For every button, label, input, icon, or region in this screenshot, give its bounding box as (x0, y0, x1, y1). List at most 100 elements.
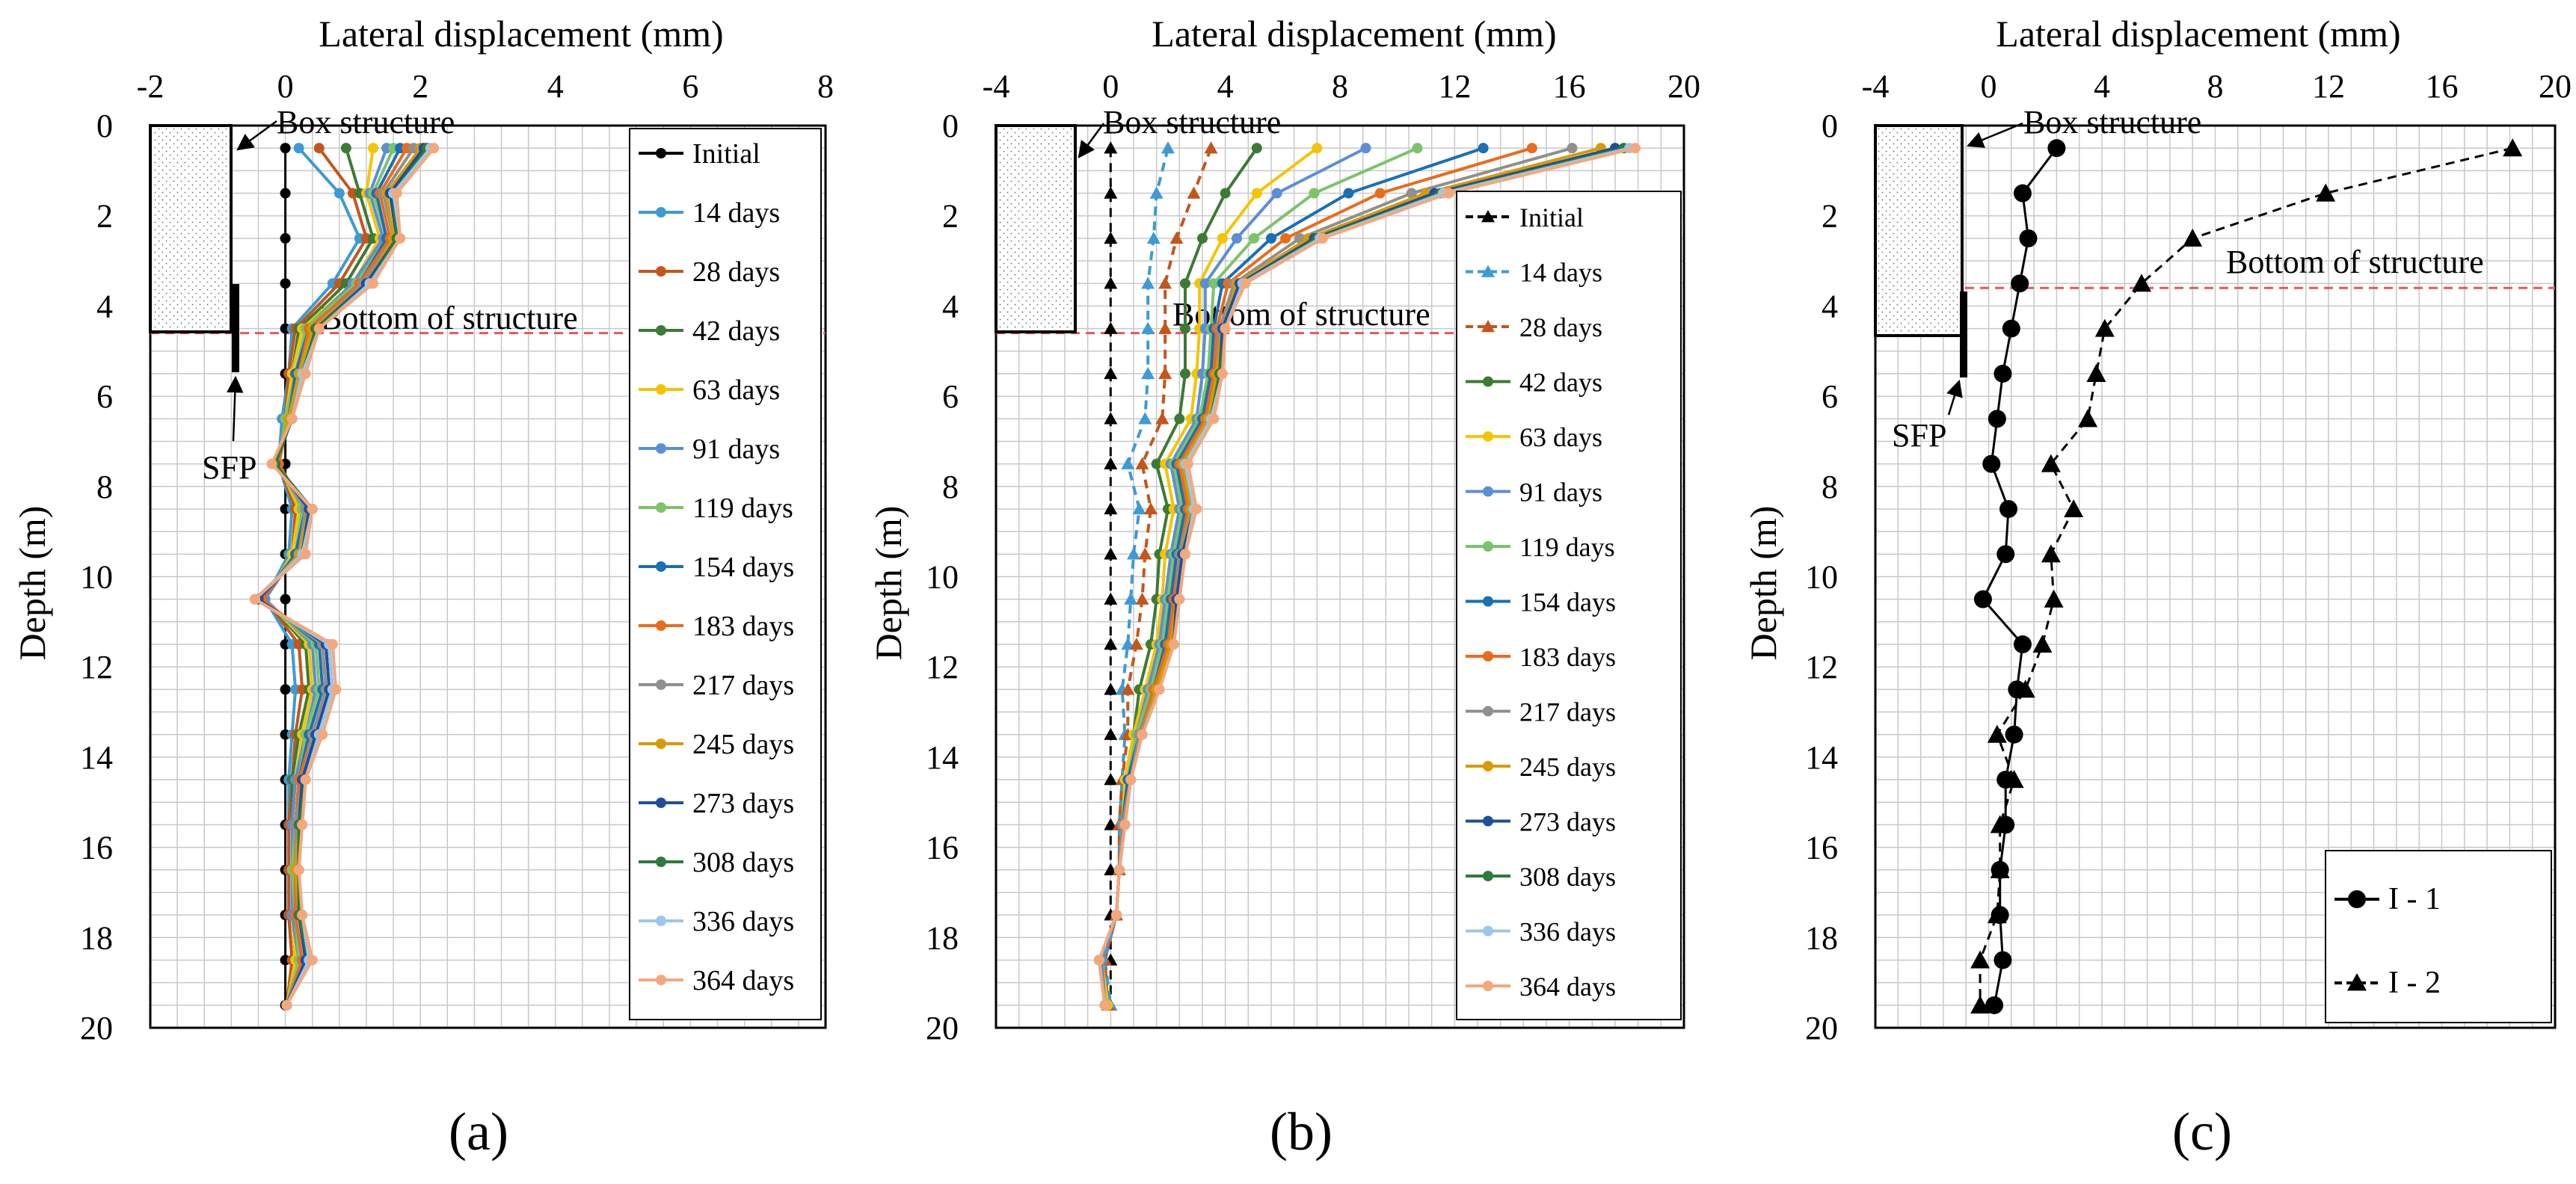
legend-swatch-marker (1483, 376, 1493, 387)
legend-swatch-marker (2347, 973, 2367, 991)
legend-swatch-marker (1483, 541, 1493, 552)
data-point (1121, 457, 1135, 469)
data-point (2002, 319, 2020, 338)
data-point (1104, 186, 1118, 199)
data-point (2047, 139, 2066, 158)
data-point (1406, 188, 1417, 199)
y-tick-label: 12 (926, 649, 959, 685)
legend-label: 183 days (1519, 642, 1616, 672)
sfp-pointer-c (1946, 379, 1963, 416)
data-point (1132, 502, 1146, 515)
data-point (1204, 141, 1218, 154)
data-point (2094, 318, 2115, 337)
panel-a-xlabel: Lateral displacement (mm) (319, 13, 723, 55)
y-tick-label: 14 (926, 739, 959, 776)
legend-label: 273 days (1519, 807, 1616, 837)
box-structure-label-a: Box structure (277, 104, 455, 141)
legend-frame (1456, 191, 1682, 1020)
legend-swatch-marker (1483, 706, 1493, 717)
data-point (1982, 454, 2001, 473)
data-point (1104, 818, 1118, 830)
panel-b-series (1094, 141, 1641, 1011)
data-point (367, 143, 378, 154)
data-point (1104, 321, 1118, 334)
data-point (1987, 724, 2007, 743)
y-tick-label: 10 (926, 559, 959, 596)
data-point (1220, 188, 1231, 199)
legend-swatch-marker (656, 266, 666, 277)
data-point (1138, 547, 1152, 560)
panel-c: Lateral displacement (mm) Depth (m) -4 0 4… (1742, 13, 2572, 1162)
data-point (2013, 184, 2032, 203)
data-point (293, 864, 304, 875)
data-point (1994, 951, 2012, 969)
panel-c-series (1970, 138, 2523, 1014)
legend-label: I - 2 (2388, 966, 2441, 1000)
legend-swatch-marker (656, 561, 666, 572)
panel-a: Lateral displacement (mm) Depth (m) -2 0 2… (11, 13, 834, 1162)
x-tick-label: 8 (1332, 68, 1348, 105)
x-tick-label: 16 (2426, 68, 2459, 105)
data-point (1999, 499, 2018, 518)
y-tick-label: 2 (942, 198, 959, 235)
data-point (1124, 592, 1138, 605)
data-point (2005, 725, 2023, 744)
data-point (1099, 999, 1110, 1011)
data-point (1174, 413, 1185, 425)
y-tick-label: 6 (942, 378, 959, 415)
y-tick-label: 16 (926, 830, 959, 866)
data-point (1343, 188, 1354, 199)
legend-label: 28 days (1519, 312, 1602, 342)
data-point (1138, 412, 1152, 425)
panel-b-ticks: -4 0 4 8 12 16 20 0 2 4 6 8 10 12 14 16 18 20 (926, 68, 1700, 1046)
data-point (2041, 454, 2061, 472)
y-tick-label: 2 (1822, 198, 1838, 235)
data-point (1104, 592, 1118, 605)
y-tick-label: 16 (1805, 830, 1838, 866)
data-point (1141, 321, 1155, 334)
data-point (1180, 323, 1190, 334)
legend-swatch-marker (1481, 320, 1495, 333)
data-point (1104, 773, 1118, 786)
data-point (1155, 412, 1169, 425)
legend-label: 364 days (692, 965, 794, 996)
data-point (1104, 502, 1118, 515)
legend-label: 336 days (692, 906, 794, 937)
plot-frame (149, 124, 827, 1029)
data-point (1232, 232, 1242, 244)
legend-frame (629, 128, 822, 1020)
data-point (280, 143, 291, 154)
panel-a-legend: Initial 14 days 28 days 42 days 63 days 91 da… (629, 128, 822, 1020)
data-point (1104, 682, 1118, 695)
x-tick-label: 12 (1438, 68, 1471, 105)
data-point (1526, 143, 1537, 154)
x-tick-label: 0 (1102, 68, 1119, 105)
data-point (428, 143, 440, 154)
series-line (1097, 147, 1636, 1006)
x-tick-label: 0 (1981, 68, 1997, 105)
y-tick-label: 20 (926, 1010, 959, 1046)
data-point (367, 278, 378, 289)
data-point (281, 999, 292, 1011)
data-point (1180, 549, 1190, 560)
y-tick-label: 6 (96, 378, 113, 415)
box-structure-label-c: Box structure (2023, 104, 2201, 141)
legend-label: 42 days (692, 315, 780, 347)
panel-a-caption: (a) (449, 1102, 508, 1162)
data-point (1174, 593, 1185, 605)
legend-label: Initial (692, 138, 760, 170)
data-point (2078, 409, 2098, 428)
data-point (1217, 368, 1228, 379)
data-point (2013, 635, 2032, 654)
data-point (1129, 638, 1143, 650)
x-tick-label: -2 (137, 68, 165, 105)
x-tick-label: 4 (547, 68, 564, 105)
data-point (313, 323, 325, 334)
data-point (1144, 502, 1158, 515)
box-pointer-c (1966, 122, 2023, 148)
data-point (2316, 183, 2336, 202)
panel-a-box-structure: Box structure SFP Bottom of structure (149, 104, 578, 486)
legend-swatch-marker (656, 739, 666, 749)
legend-frame (2325, 850, 2552, 1023)
